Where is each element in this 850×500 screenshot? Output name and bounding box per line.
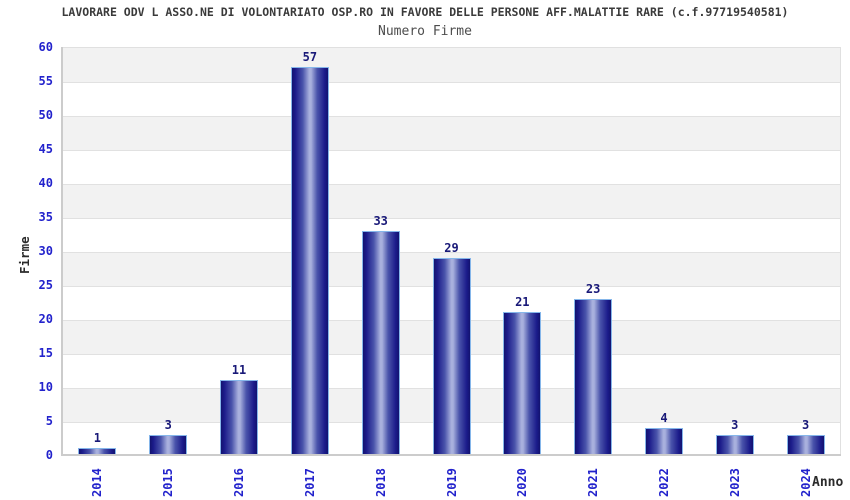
bar-value-label-2016: 11 — [231, 363, 247, 378]
bar-2023 — [715, 434, 754, 455]
gridline — [62, 252, 840, 253]
plot-band — [62, 48, 840, 82]
x-tick-2021: 2021 — [586, 468, 601, 497]
bar-value-label-2023: 3 — [731, 417, 739, 432]
bar-2015 — [149, 434, 188, 455]
bar-value-label-2017: 57 — [302, 50, 318, 65]
x-tick-2018: 2018 — [373, 468, 388, 497]
gridline — [62, 116, 840, 117]
y-axis-line — [61, 47, 63, 456]
bar-value-label-2018: 33 — [373, 213, 388, 228]
bar-2018 — [361, 230, 400, 455]
x-axis-label: Anno — [812, 475, 844, 490]
plot-band — [62, 82, 840, 116]
bar-2017 — [290, 67, 329, 455]
y-tick-0: 0 — [45, 448, 53, 462]
y-tick-35: 35 — [38, 210, 53, 224]
x-tick-2022: 2022 — [656, 468, 671, 497]
bar-2024 — [786, 434, 825, 455]
y-tick-25: 25 — [38, 278, 53, 292]
gridline — [62, 184, 840, 185]
y-tick-20: 20 — [38, 312, 53, 326]
x-tick-2015: 2015 — [161, 468, 176, 497]
x-tick-2020: 2020 — [515, 468, 530, 497]
plot-area: 1 3 11 57 33 29 21 23 4 3 3 — [62, 47, 841, 456]
bar-value-label-2024: 3 — [801, 417, 810, 432]
chart-subtitle: Numero Firme — [378, 24, 472, 39]
x-tick-2017: 2017 — [302, 468, 317, 497]
bar-2022 — [644, 427, 683, 455]
bar-value-label-2015: 3 — [164, 417, 172, 432]
x-tick-2023: 2023 — [727, 468, 742, 497]
bar-value-label-2020: 21 — [515, 295, 530, 310]
gridline — [62, 150, 840, 151]
plot-band — [62, 116, 840, 150]
gridline — [62, 82, 840, 83]
bar-2014 — [78, 448, 117, 455]
x-tick-2014: 2014 — [90, 468, 105, 497]
bar-2016 — [220, 380, 259, 455]
y-tick-10: 10 — [38, 380, 53, 394]
chart-title: LAVORARE ODV L ASSO.NE DI VOLONTARIATO O… — [61, 5, 789, 19]
bar-value-label-2021: 23 — [585, 281, 601, 296]
y-tick-5: 5 — [45, 414, 53, 428]
bar-2021 — [574, 298, 613, 455]
y-tick-50: 50 — [38, 108, 53, 122]
y-tick-40: 40 — [38, 176, 53, 190]
x-axis-line — [61, 454, 841, 456]
y-tick-15: 15 — [38, 346, 53, 360]
y-tick-55: 55 — [38, 74, 53, 88]
x-tick-2016: 2016 — [232, 468, 247, 497]
y-tick-60: 60 — [38, 40, 53, 54]
plot-band — [62, 218, 840, 252]
plot-band — [62, 184, 840, 218]
bar-value-label-2022: 4 — [660, 410, 668, 425]
bar-2020 — [503, 312, 542, 455]
bar-2019 — [432, 257, 471, 455]
y-tick-45: 45 — [38, 142, 53, 156]
x-tick-2019: 2019 — [444, 468, 459, 497]
bar-value-label-2019: 29 — [444, 240, 459, 255]
gridline — [62, 218, 840, 219]
y-tick-30: 30 — [38, 244, 53, 258]
plot-band — [62, 150, 840, 184]
bar-value-label-2014: 1 — [93, 431, 102, 446]
